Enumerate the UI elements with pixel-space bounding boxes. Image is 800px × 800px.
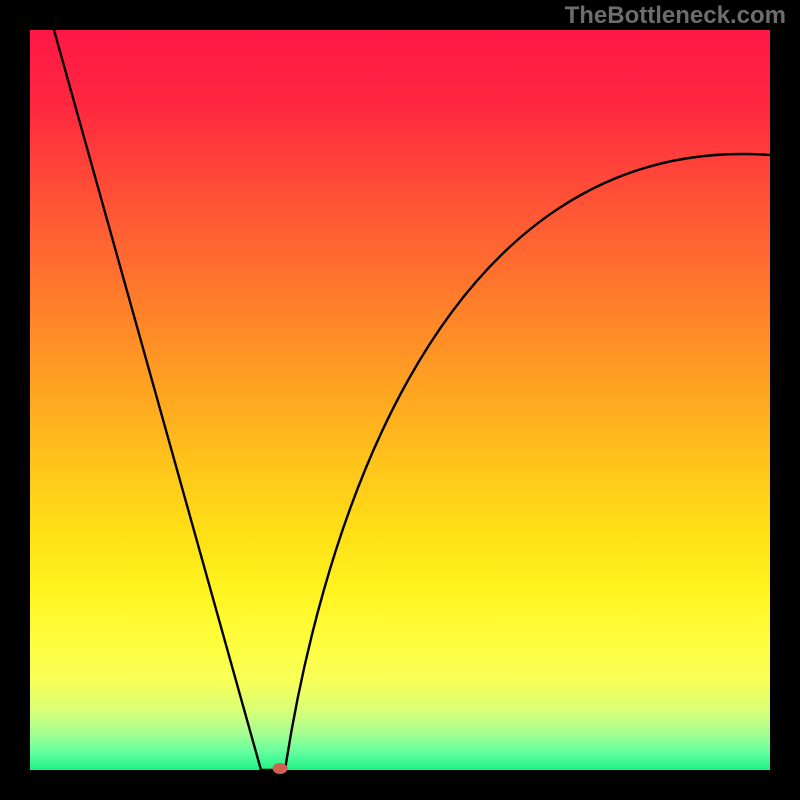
watermark-text: TheBottleneck.com — [565, 2, 786, 30]
chart-background-gradient — [30, 30, 770, 770]
bottleneck-chart-svg — [0, 0, 800, 800]
chart-stage: TheBottleneck.com — [0, 0, 800, 800]
dip-marker — [273, 763, 288, 774]
